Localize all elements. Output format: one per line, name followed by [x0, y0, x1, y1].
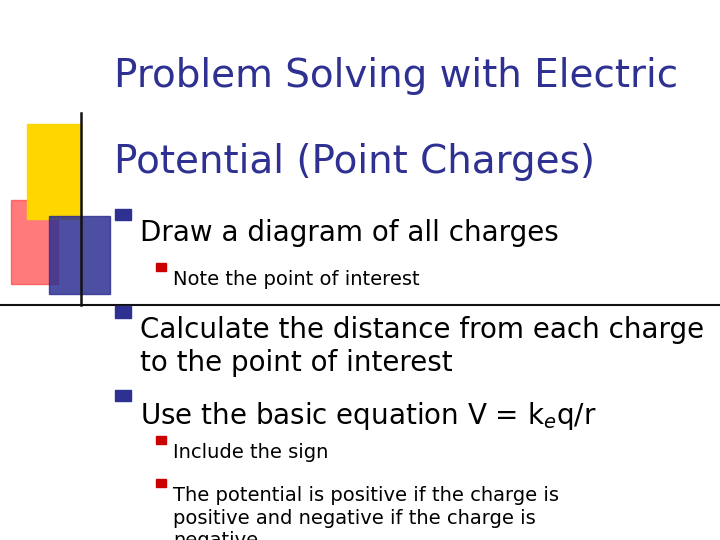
Text: Include the sign: Include the sign — [173, 443, 328, 462]
Text: The potential is positive if the charge is
positive and negative if the charge i: The potential is positive if the charge … — [173, 486, 559, 540]
Bar — [49, 216, 110, 294]
Text: Draw a diagram of all charges: Draw a diagram of all charges — [140, 219, 559, 247]
Bar — [156, 436, 166, 444]
Bar — [11, 200, 58, 284]
Bar — [156, 263, 166, 271]
Text: Use the basic equation V = k$_e$q/r: Use the basic equation V = k$_e$q/r — [140, 400, 597, 431]
Bar — [115, 306, 131, 318]
Bar — [115, 389, 131, 401]
Bar — [27, 124, 81, 219]
Text: Problem Solving with Electric: Problem Solving with Electric — [114, 57, 678, 94]
Bar — [115, 208, 131, 220]
Bar — [156, 479, 166, 487]
Text: Potential (Point Charges): Potential (Point Charges) — [114, 143, 595, 181]
Text: Calculate the distance from each charge
to the point of interest: Calculate the distance from each charge … — [140, 316, 705, 377]
Text: Note the point of interest: Note the point of interest — [173, 270, 420, 289]
